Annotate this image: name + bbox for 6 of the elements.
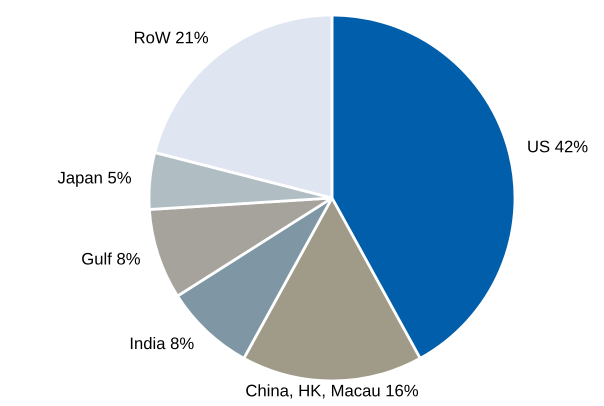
slice-label: India 8% [130, 336, 194, 350]
slice-label: US 42% [528, 140, 588, 152]
slice-label: Gulf 8% [82, 252, 140, 265]
slice-label: China, HK, Macau 16% [246, 384, 418, 398]
slice-label: Japan 5% [58, 172, 132, 187]
slice-label: RoW 21% [134, 32, 208, 44]
